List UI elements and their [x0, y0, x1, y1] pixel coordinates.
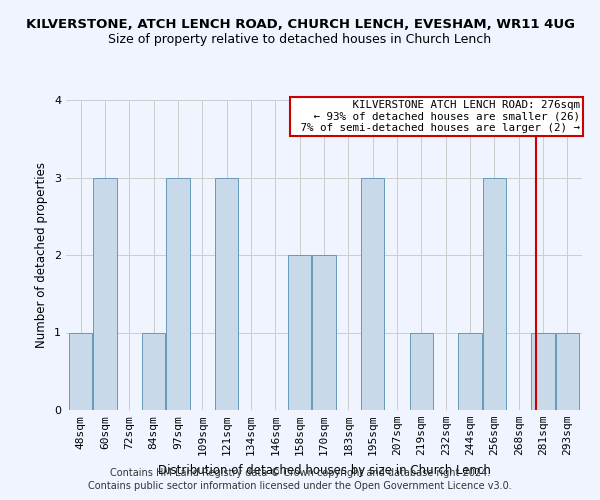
- Text: Size of property relative to detached houses in Church Lench: Size of property relative to detached ho…: [109, 32, 491, 46]
- Text: KILVERSTONE ATCH LENCH ROAD: 276sqm
 ← 93% of detached houses are smaller (26)
 : KILVERSTONE ATCH LENCH ROAD: 276sqm ← 93…: [293, 100, 580, 133]
- Bar: [166, 178, 190, 410]
- Bar: [458, 332, 482, 410]
- Text: Contains HM Land Registry data © Crown copyright and database right 2024.: Contains HM Land Registry data © Crown c…: [110, 468, 490, 477]
- X-axis label: Distribution of detached houses by size in Church Lench: Distribution of detached houses by size …: [158, 464, 490, 476]
- Bar: [410, 332, 433, 410]
- Text: Contains public sector information licensed under the Open Government Licence v3: Contains public sector information licen…: [88, 481, 512, 491]
- Text: KILVERSTONE, ATCH LENCH ROAD, CHURCH LENCH, EVESHAM, WR11 4UG: KILVERSTONE, ATCH LENCH ROAD, CHURCH LEN…: [25, 18, 575, 30]
- Bar: [288, 255, 311, 410]
- Y-axis label: Number of detached properties: Number of detached properties: [35, 162, 49, 348]
- Bar: [483, 178, 506, 410]
- Bar: [361, 178, 384, 410]
- Bar: [94, 178, 116, 410]
- Bar: [313, 255, 335, 410]
- Bar: [215, 178, 238, 410]
- Bar: [532, 332, 554, 410]
- Bar: [556, 332, 579, 410]
- Bar: [142, 332, 165, 410]
- Bar: [69, 332, 92, 410]
